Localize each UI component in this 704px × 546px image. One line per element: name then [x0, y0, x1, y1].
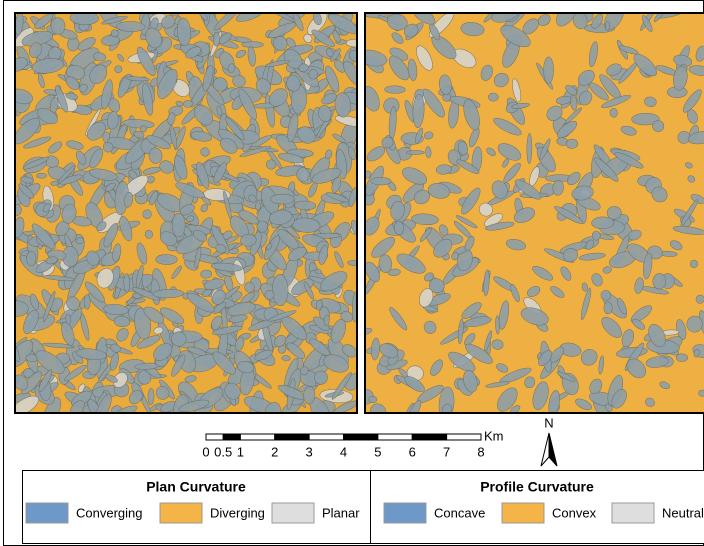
terrain-patch	[172, 213, 185, 237]
terrain-patch	[544, 57, 554, 84]
terrain-patch	[36, 173, 46, 178]
legend-swatch	[612, 503, 654, 523]
scale-label: 2	[271, 444, 278, 459]
terrain-patch	[371, 177, 391, 185]
legend: Plan CurvatureConverging Diverging Planar P…	[23, 471, 704, 544]
terrain-patch	[592, 231, 601, 241]
scale-segment	[206, 434, 223, 440]
legend-swatch	[272, 503, 314, 523]
legend-title: Profile Curvature	[480, 479, 594, 495]
terrain-patch	[698, 390, 704, 397]
plan-curvature-map	[3, 4, 371, 430]
scale-label: 5	[374, 444, 381, 459]
terrain-patch	[213, 32, 220, 46]
scale-label: 4	[340, 444, 347, 459]
scale-label: 1	[237, 444, 244, 459]
scale-unit: Km	[484, 428, 504, 443]
terrain-patch	[4, 301, 28, 317]
scale-segment	[447, 434, 481, 440]
terrain-patch	[690, 260, 698, 268]
terrain-patch	[140, 125, 147, 132]
terrain-patch	[610, 108, 618, 117]
scale-segment	[223, 434, 240, 440]
scale-label: 6	[409, 444, 416, 459]
terrain-patch	[200, 270, 212, 279]
terrain-patch	[406, 150, 424, 154]
scale-segment	[344, 434, 378, 440]
terrain-patch	[50, 181, 58, 186]
terrain-patch	[601, 290, 611, 300]
scale-label: 7	[443, 444, 450, 459]
scale-label: 8	[477, 444, 484, 459]
terrain-patch	[84, 295, 90, 310]
terrain-patch	[148, 388, 154, 404]
scale-segment	[378, 434, 412, 440]
legend-title: Plan Curvature	[146, 479, 246, 495]
terrain-patch	[425, 146, 431, 158]
legend-swatch	[502, 503, 544, 523]
terrain-patch	[676, 354, 688, 362]
legend-swatch	[384, 503, 426, 523]
scale-segment	[309, 434, 343, 440]
terrain-patch	[604, 302, 613, 314]
scale-segment	[412, 434, 446, 440]
terrain-patch	[346, 39, 364, 47]
legend-label: Convex	[552, 505, 597, 520]
legend-label: Concave	[434, 505, 485, 520]
profile-curvature-map	[356, 0, 704, 425]
legend-label: Neutral	[662, 505, 704, 520]
scale-segment	[275, 434, 309, 440]
legend-swatch	[160, 503, 202, 523]
terrain-patch	[607, 206, 622, 219]
legend-swatch	[26, 503, 68, 523]
terrain-patch	[255, 202, 261, 211]
scale-label: 3	[306, 444, 313, 459]
north-arrow: N	[541, 415, 557, 466]
scale-bar: 0 0.5 1 2 3 4 5 6 7 8Km	[202, 428, 503, 459]
legend-label: Planar	[322, 505, 360, 520]
terrain-patch	[605, 21, 610, 31]
legend-label: Converging	[76, 505, 143, 520]
terrain-patch	[242, 42, 264, 48]
figure: 0 0.5 1 2 3 4 5 6 7 8Km N Plan CurvatureConvergin…	[0, 0, 704, 546]
terrain-patch	[385, 86, 406, 94]
terrain-patch	[156, 254, 178, 264]
terrain-patch	[26, 251, 36, 266]
legend-label: Diverging	[210, 505, 265, 520]
scale-label: 0	[202, 444, 209, 459]
terrain-patch	[488, 93, 498, 101]
terrain-patch	[591, 217, 614, 229]
north-label: N	[544, 415, 553, 430]
scale-segment	[240, 434, 274, 440]
terrain-patch	[368, 396, 377, 403]
terrain-patch	[270, 194, 294, 204]
terrain-patch	[527, 133, 532, 163]
scale-label: 0.5	[214, 444, 232, 459]
